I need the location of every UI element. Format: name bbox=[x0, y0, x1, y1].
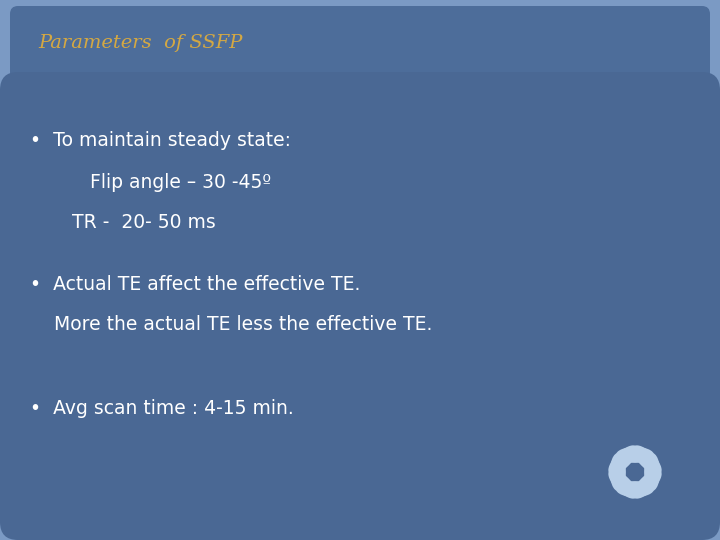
Ellipse shape bbox=[616, 447, 654, 463]
Ellipse shape bbox=[616, 481, 654, 497]
Ellipse shape bbox=[644, 453, 660, 491]
Text: Parameters  of SSFP: Parameters of SSFP bbox=[38, 34, 243, 52]
Text: •  To maintain steady state:: • To maintain steady state: bbox=[30, 131, 291, 150]
Text: Flip angle – 30 -45º: Flip angle – 30 -45º bbox=[30, 172, 271, 192]
Ellipse shape bbox=[632, 446, 662, 475]
Text: More the actual TE less the effective TE.: More the actual TE less the effective TE… bbox=[30, 315, 433, 334]
Text: •  Avg scan time : 4-15 min.: • Avg scan time : 4-15 min. bbox=[30, 399, 294, 417]
Ellipse shape bbox=[632, 469, 662, 498]
FancyBboxPatch shape bbox=[0, 72, 720, 540]
FancyBboxPatch shape bbox=[10, 6, 710, 80]
Ellipse shape bbox=[610, 453, 626, 491]
Text: TR -  20- 50 ms: TR - 20- 50 ms bbox=[30, 213, 216, 232]
Text: •  Actual TE affect the effective TE.: • Actual TE affect the effective TE. bbox=[30, 275, 361, 294]
Ellipse shape bbox=[608, 446, 637, 475]
Ellipse shape bbox=[608, 469, 637, 498]
